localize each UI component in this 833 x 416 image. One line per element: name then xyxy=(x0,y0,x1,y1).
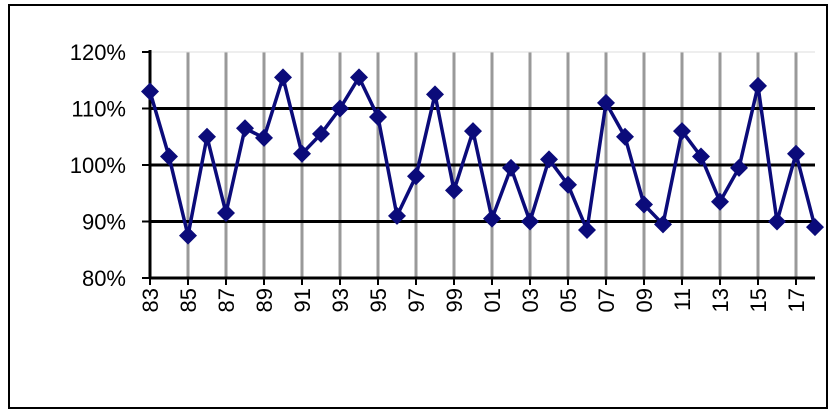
data-point-marker xyxy=(559,175,577,194)
y-tick-label: 90% xyxy=(82,210,126,235)
data-point-marker xyxy=(179,226,197,245)
data-point-marker xyxy=(388,206,406,225)
data-point-marker xyxy=(635,195,653,214)
data-point-marker xyxy=(350,68,368,87)
y-axis-tick-labels: 80% 90% 100% 110% 120% xyxy=(70,40,126,291)
data-point-marker xyxy=(711,192,729,211)
data-point-marker xyxy=(198,127,216,146)
data-point-marker xyxy=(578,220,596,239)
x-tick-label: 99 xyxy=(442,288,467,312)
x-tick-label: 97 xyxy=(404,288,429,312)
data-point-marker xyxy=(483,209,501,228)
data-point-marker xyxy=(692,147,710,166)
x-tick-label: 89 xyxy=(252,288,277,312)
chart-frame xyxy=(8,4,828,409)
data-point-marker xyxy=(749,76,767,95)
y-tick-label: 100% xyxy=(70,153,126,178)
x-tick-label: 17 xyxy=(784,288,809,312)
data-point-marker xyxy=(521,212,539,231)
data-point-marker xyxy=(236,119,254,138)
x-tick-label: 15 xyxy=(746,288,771,312)
data-point-marker xyxy=(502,158,520,177)
data-point-marker xyxy=(768,212,786,231)
x-tick-label: 91 xyxy=(290,288,315,312)
data-point-marker xyxy=(141,82,159,101)
data-point-marker xyxy=(730,158,748,177)
x-axis-tick-labels: 83 85 87 89 91 93 95 97 99 01 03 05 07 09 11 13 15 17 xyxy=(138,288,809,312)
x-tick-label: 01 xyxy=(480,288,505,312)
data-point-marker xyxy=(654,215,672,234)
data-point-marker xyxy=(369,107,387,126)
y-tick-label: 110% xyxy=(71,97,126,122)
data-point-marker xyxy=(445,181,463,200)
data-point-marker xyxy=(787,144,805,163)
data-point-marker xyxy=(217,204,235,223)
data-point-marker xyxy=(255,128,273,147)
x-tick-label: 09 xyxy=(632,288,657,312)
x-tick-label: 13 xyxy=(708,288,733,312)
x-tick-label: 95 xyxy=(366,288,391,312)
data-point-marker xyxy=(293,144,311,163)
data-point-marker xyxy=(597,93,615,112)
x-tick-label: 03 xyxy=(518,288,543,312)
data-point-marker xyxy=(673,122,691,141)
horizontal-gridlines xyxy=(142,51,815,280)
data-point-marker xyxy=(312,124,330,143)
x-tick-label: 05 xyxy=(556,288,581,312)
data-point-marker xyxy=(540,150,558,169)
series-line xyxy=(148,75,817,238)
x-tick-label: 87 xyxy=(214,288,239,312)
x-tick-label: 85 xyxy=(176,288,201,312)
data-point-marker xyxy=(426,85,444,104)
data-point-marker xyxy=(464,122,482,141)
data-point-marker xyxy=(407,167,425,186)
x-tick-label: 07 xyxy=(594,288,619,312)
data-point-marker xyxy=(616,127,634,146)
x-tick-label: 83 xyxy=(138,288,163,312)
data-point-marker xyxy=(806,218,824,237)
data-point-marker xyxy=(274,68,292,87)
x-tick-label: 11 xyxy=(670,288,695,311)
data-point-marker xyxy=(160,147,178,166)
data-point-marker xyxy=(331,99,349,118)
x-tick-label: 93 xyxy=(328,288,353,312)
y-tick-label: 80% xyxy=(82,266,126,291)
y-tick-label: 120% xyxy=(70,40,126,65)
series-group xyxy=(141,68,824,245)
